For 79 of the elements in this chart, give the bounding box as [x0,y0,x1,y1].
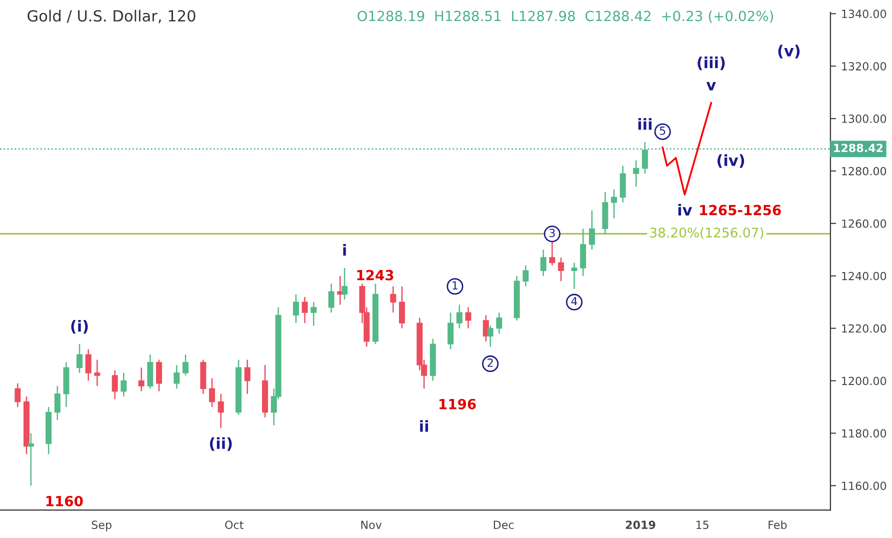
y-tick-label: 1280.00 [842,166,886,176]
candlestick [465,306,472,329]
candlestick [611,188,618,219]
candlestick [558,256,564,282]
y-tick-label: 1220.00 [842,324,886,333]
candlestick [398,286,405,329]
candlestick [138,367,144,392]
candlestick [633,160,640,188]
y-tick-label: 1200.00 [842,376,886,386]
x-tick-label: 15 [696,520,708,530]
candlestick [549,241,556,266]
annotation: v [706,82,716,90]
ref-line-label: 38.20%(1256.07) [650,227,764,240]
annotation: (ii) [210,437,232,451]
candlestick [328,283,334,314]
candlestick [302,296,308,324]
y-tick-label: 1300.00 [842,114,886,123]
candlestick [209,378,216,408]
candlestick [14,382,21,408]
annotation: 1265-1256 [700,204,781,216]
candlestick [310,301,317,326]
annotation: (v) [778,44,800,58]
chart-subtitle: O1288.19 H1288.51 L1287.98 C1288.42 +0.23 (+0.02%) [358,10,774,23]
candlestick [174,364,180,390]
annotation: iii [638,118,652,130]
annotation: 1196 [440,398,476,410]
annotation: iv [678,204,692,216]
candlestick [147,354,154,390]
annotation: (i) [71,320,88,334]
annotation: (iv) [718,154,744,168]
candlestick [540,249,546,277]
candlestick [522,264,529,287]
candlestick [588,210,595,250]
x-tick-label: Nov [361,520,382,530]
chart-title: Gold / U.S. Dollar, 120 [28,10,196,24]
annotation: 3 [549,228,555,238]
annotation: 1 [452,281,458,290]
candlestick [76,343,83,374]
y-tick-label: 1240.00 [842,272,886,280]
annotation: 1160 [46,496,83,506]
y-tick-label: 1160.00 [842,482,886,490]
candlestick [571,262,578,290]
candlestick [120,372,127,398]
annotation: i [343,244,346,256]
x-tick-label: Oct [225,520,244,530]
candlestick [244,359,250,394]
y-tick-label: 1320.00 [842,62,886,71]
line-series [662,102,712,196]
candlestick [448,312,454,350]
candlestick [85,348,92,382]
annotation: (iii) [698,56,725,70]
candlestick [94,359,100,387]
candlestick [112,370,118,400]
candlestick [620,165,626,204]
annotation: 4 [571,297,578,306]
x-tick-label: Sep [92,520,112,532]
annotation: ii [420,420,428,432]
candlestick [292,294,299,324]
ref-line-label: 1288.42 [834,144,883,152]
annotation: 2 [488,358,493,367]
x-tick-label: Dec [494,520,514,530]
candlestick [218,393,224,429]
x-tick-label: 2019 [626,520,656,530]
annotation: 5 [660,126,666,135]
candlestick [580,228,586,277]
candlestick [456,304,462,329]
candlestick [496,312,502,334]
annotation: 1243 [357,270,394,280]
x-tick-label: Feb [768,520,787,530]
candlestick [342,267,348,300]
y-tick-label: 1340.00 [842,10,886,18]
candlestick [28,432,34,486]
candlestick [487,325,494,348]
candlestick [390,286,396,314]
y-tick-label: 1180.00 [842,429,886,438]
candlestick [156,359,162,392]
candlestick [54,385,60,421]
candlestick [182,354,189,376]
y-tick-label: 1260.00 [842,219,886,228]
